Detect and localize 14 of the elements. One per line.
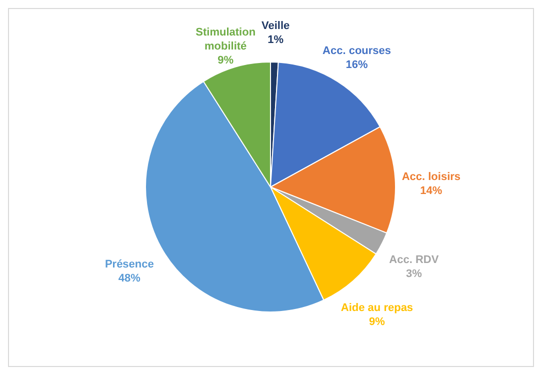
slice-label: Stimulation mobilité: [196, 26, 256, 52]
data-label: 16%: [346, 59, 368, 72]
data-label: 3%: [406, 268, 422, 280]
slice-label: Aide au repas: [340, 302, 414, 314]
data-label: 9%: [369, 316, 386, 328]
slice-label: Acc. RDV: [389, 254, 440, 266]
data-label: 1%: [268, 34, 284, 46]
data-label: 9%: [218, 54, 234, 66]
data-label: 48%: [118, 272, 141, 285]
slice-label: Acc. loisirs: [402, 170, 461, 183]
slice-label: Veille: [261, 20, 290, 32]
slice-label: Acc. courses: [322, 45, 392, 58]
data-label: 14%: [420, 184, 442, 197]
slice-label: Présence: [104, 258, 154, 271]
